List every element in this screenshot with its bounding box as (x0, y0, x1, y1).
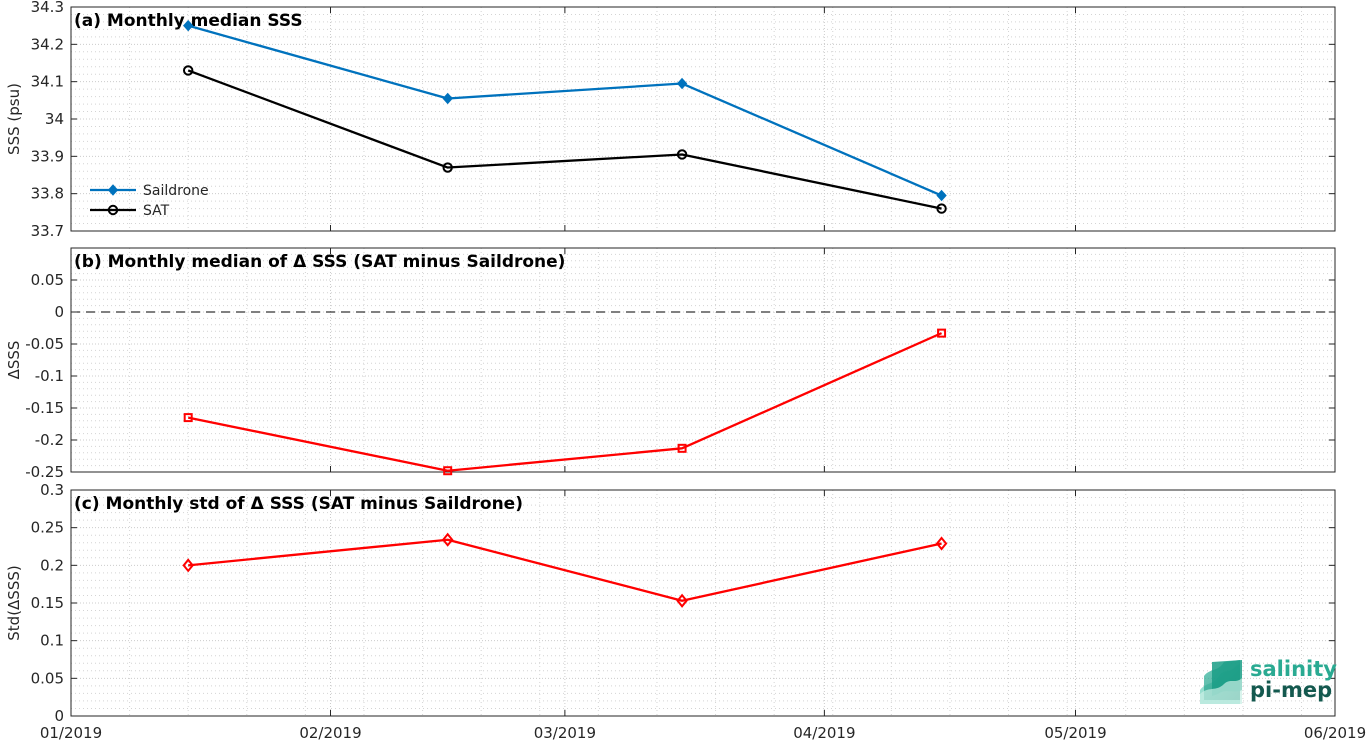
logo-emblem-icon (1200, 660, 1242, 704)
axes-box (70, 247, 1336, 473)
data-point (443, 466, 453, 476)
data-point (676, 593, 688, 608)
series-line (187, 24, 943, 197)
data-point (936, 189, 947, 202)
logo-line1: salinity (1250, 657, 1337, 681)
series-0 (182, 532, 948, 608)
data-point (937, 328, 947, 338)
y-tick-label: 33.7 (31, 222, 64, 240)
data-point (677, 443, 687, 453)
data-point (676, 77, 688, 90)
salinity-pimep-logo: salinity pi-mep (1200, 657, 1337, 704)
data-point (676, 149, 688, 160)
y-axis-label: Std(ΔSSS) (5, 565, 23, 640)
y-tick-label: 34.1 (31, 73, 64, 91)
logo-line2: pi-mep (1250, 678, 1332, 702)
data-point (935, 536, 948, 551)
legend: Saildrone SAT (90, 183, 209, 219)
x-tick-label: 04/2019 (793, 724, 855, 741)
panel-title: (c) Monthly std of Δ SSS (SAT minus Sail… (74, 494, 523, 514)
series-line (188, 538, 942, 602)
y-axis-label: ΔSSS (5, 341, 23, 380)
series-sat (182, 65, 947, 214)
legend-label: Saildrone (143, 183, 209, 199)
y-tick-label: -0.1 (35, 367, 64, 385)
y-axis-label: SSS (psu) (5, 83, 23, 155)
y-tick-label: 0.25 (31, 519, 64, 537)
series-line (187, 332, 943, 472)
x-tick-label: 06/2019 (1304, 724, 1366, 741)
y-tick-label: 0.1 (40, 632, 64, 650)
panel-title: (b) Monthly median of Δ SSS (SAT minus S… (74, 252, 565, 272)
data-point (182, 558, 194, 573)
series-line (187, 69, 942, 210)
x-tick-label: 03/2019 (534, 724, 596, 741)
y-tick-label: 0 (54, 303, 64, 321)
panel-2: -0.25 -0.2 -0.15 -0.1 -0.05 0 0.05 ΔSSS (b) Mont… (5, 247, 1336, 481)
y-tick-label: 0.05 (31, 271, 64, 289)
data-point (183, 19, 194, 32)
y-tick-label: 0.05 (31, 669, 64, 687)
y-tick-label: 0.2 (40, 556, 64, 574)
legend-label: SAT (143, 203, 170, 219)
x-tick-label: 02/2019 (299, 724, 361, 741)
y-tick-label: 34.2 (31, 35, 64, 53)
plot-area (71, 248, 1335, 472)
x-tick-label: 01/2019 (40, 724, 102, 741)
y-tick-label: 33.8 (31, 185, 64, 203)
legend-marker (107, 184, 119, 196)
y-tick-label: -0.2 (35, 431, 64, 449)
y-tick-label: -0.05 (25, 335, 64, 353)
y-tick-label: -0.25 (25, 463, 64, 481)
y-tick-label: 33.9 (31, 147, 64, 165)
x-tick-label: 05/2019 (1044, 724, 1106, 741)
y-tick-label: 34 (45, 110, 64, 128)
y-tick-label: 0.15 (31, 594, 64, 612)
panel-3: 0 0.05 0.1 0.15 0.2 0.25 0.3 01/2019 02/2019 03/2… (5, 481, 1366, 741)
data-point (182, 65, 194, 76)
data-point (442, 92, 453, 105)
y-tick-label: 0.3 (40, 481, 64, 499)
series-0 (183, 328, 947, 476)
series-saildrone (183, 19, 947, 202)
data-point (441, 532, 454, 547)
data-point (442, 162, 453, 173)
y-tick-label: 34.3 (31, 0, 64, 16)
legend-marker (107, 204, 119, 216)
y-tick-label: -0.15 (25, 399, 64, 417)
data-point (183, 413, 193, 423)
y-tick-label: 0 (54, 707, 64, 725)
data-point (936, 203, 947, 214)
